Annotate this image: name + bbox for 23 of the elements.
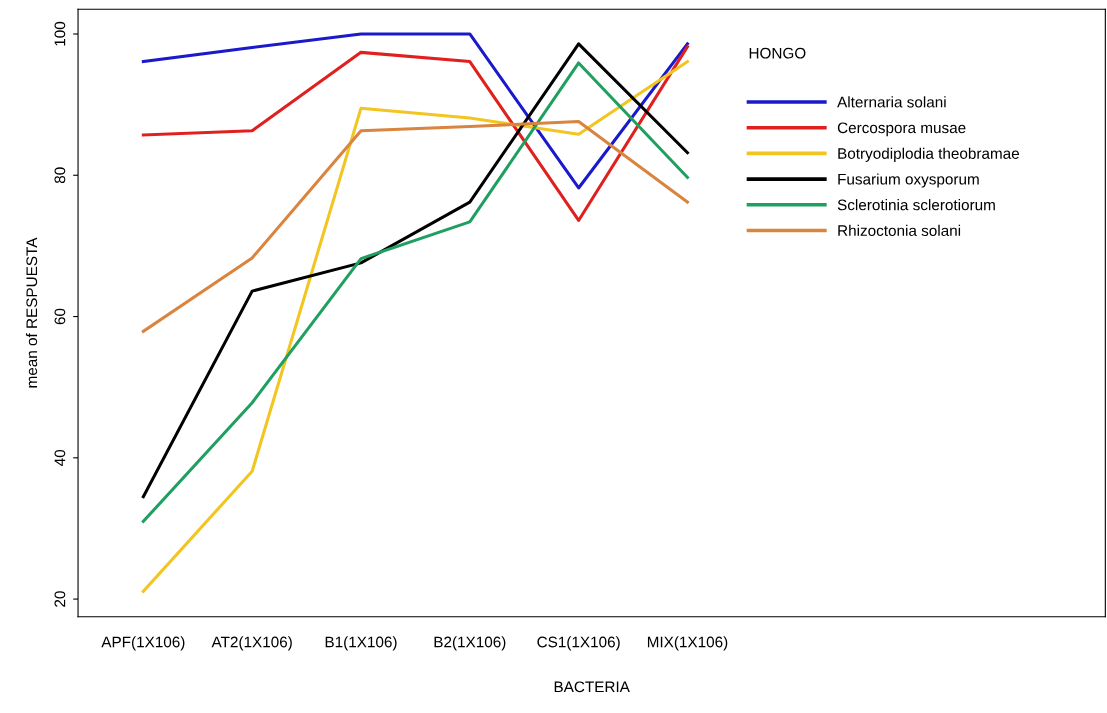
legend-label: Botryodiplodia theobramae	[838, 147, 1020, 162]
legend-label: Rhizoctonia solani	[838, 224, 961, 236]
x-tick-label: APF(1X106)	[101, 636, 185, 651]
y-tick-label: 80	[54, 167, 66, 184]
x-tick-label: B1(1X106)	[325, 636, 397, 651]
legend-title: HONGO	[749, 47, 806, 59]
legend-label: Sclerotinia sclerotiorum	[837, 199, 995, 211]
line-series	[141, 120, 689, 333]
line-series	[141, 32, 689, 190]
x-tick-label: MIX(1X106)	[647, 636, 728, 651]
legend-label: Fusarium oxysporum	[838, 173, 979, 188]
x-tick-label: B2(1X106)	[434, 636, 506, 651]
y-tick-label: 20	[54, 591, 66, 607]
legend-label: Cercospora musae	[837, 122, 966, 137]
legend-label: Alternaria solani	[837, 96, 946, 108]
y-tick-label: 60	[54, 308, 66, 325]
y-tick-label: 100	[54, 21, 66, 46]
y-axis-title: mean of RESPUESTA	[25, 237, 38, 388]
line-series	[141, 45, 689, 222]
y-tick-label: 40	[54, 449, 66, 466]
x-tick-label: CS1(1X106)	[537, 636, 620, 651]
x-tick-label: AT2(1X106)	[211, 636, 292, 651]
x-axis-title: BACTERIA	[554, 681, 630, 693]
